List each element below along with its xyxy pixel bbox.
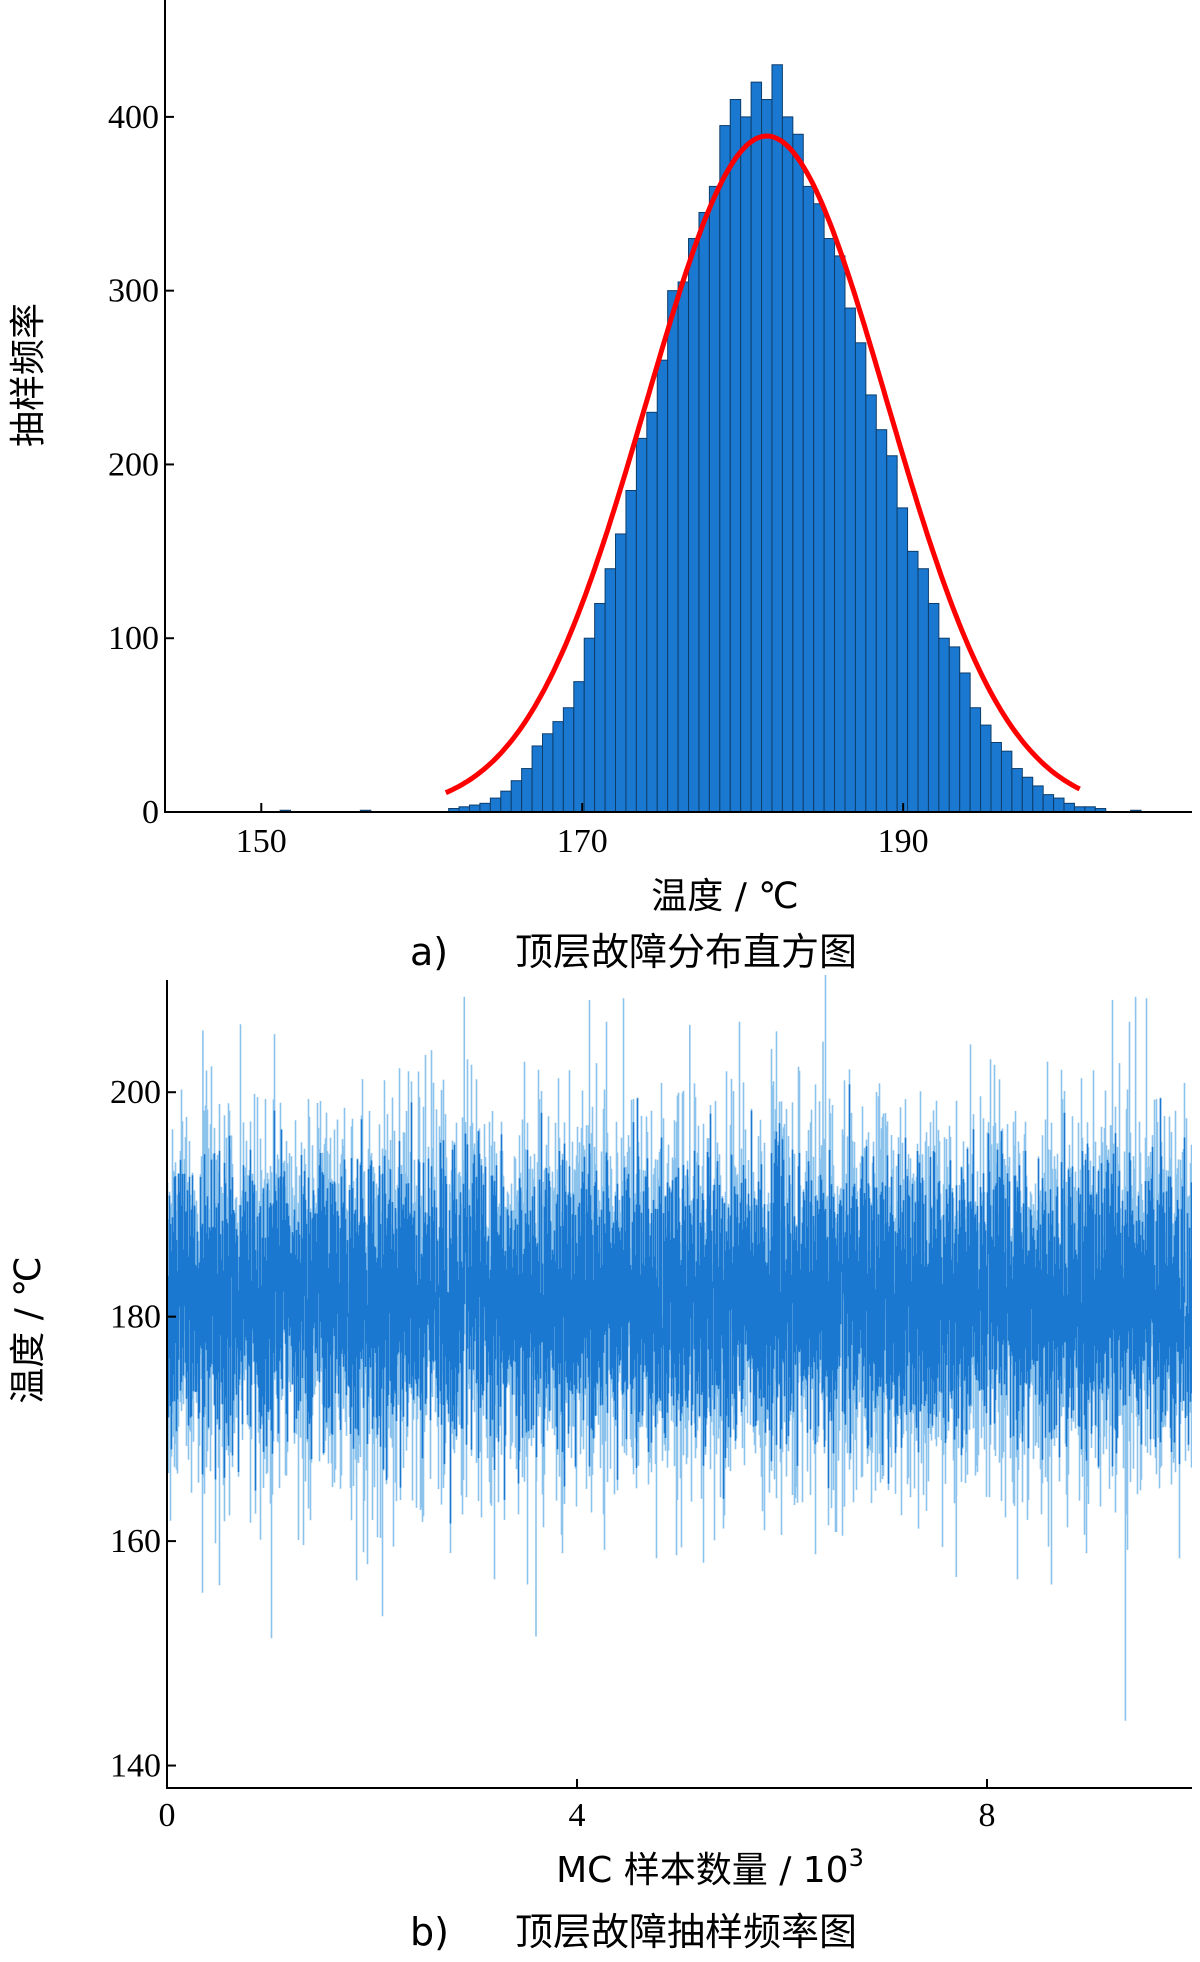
histogram-bar [521,768,533,813]
panel-a-bars [279,64,1142,813]
panel-a-caption: 顶层故障分布直方图 [515,930,857,974]
histogram-bar [854,342,867,813]
histogram-bar [688,238,700,813]
histogram-bar [500,790,512,813]
histogram-bar [1053,797,1065,813]
histogram-bar [1021,776,1034,813]
panel-b-caption-prefix: b) [410,1910,449,1954]
panel-a-xticks: 150 170 190 [236,803,929,860]
panel-b: 140 160 180 200 0 4 8 温度 / ℃ MC 样本数量 / 103 b)… [8,975,1192,1954]
histogram-bar [646,411,658,813]
histogram-bar [573,681,585,813]
y-tick-label: 200 [108,446,159,483]
histogram-bar [729,99,742,813]
histogram-bar [802,185,815,813]
panel-a: 0 100 200 300 400 150 170 190 抽样频率 温度 / ℃ a) 顶… [8,0,1192,974]
histogram-bar [698,211,710,813]
histogram-bar [1000,750,1013,813]
histogram-bar [917,568,929,813]
panel-b-xlabel-main: MC 样本数量 / 10 [556,1850,848,1891]
x-tick-label: 8 [979,1797,996,1834]
x-tick-label: 4 [569,1797,586,1834]
panel-a-caption-prefix: a) [410,930,448,974]
histogram-bar [771,64,783,813]
histogram-bar [980,724,992,813]
histogram-bar [552,721,564,813]
histogram-bar [761,99,773,813]
histogram-bar [781,116,794,813]
panel-b-xlabel: MC 样本数量 / 103 [556,1844,864,1891]
histogram-bar [1042,794,1055,813]
y-tick-label: 160 [110,1523,161,1560]
histogram-bar [510,780,523,813]
histogram-bar [531,745,544,813]
x-tick-label: 0 [159,1797,176,1834]
panel-a-xlabel: 温度 / ℃ [651,876,798,917]
histogram-bar [813,203,825,813]
y-tick-label: 300 [108,273,159,310]
panel-b-yticks: 140 160 180 200 [110,1074,176,1785]
histogram-bar [604,568,617,813]
histogram-bar [615,533,627,813]
y-tick-label: 400 [108,99,159,136]
histogram-bar [708,185,721,813]
y-tick-label: 200 [110,1074,161,1111]
histogram-bar [886,455,898,813]
histogram-bar [792,133,804,813]
histogram-bar [990,741,1002,813]
histogram-bar [865,394,877,813]
histogram-bar [489,797,502,813]
histogram-bar [1032,785,1044,813]
histogram-bar [959,672,971,813]
histogram-bar [875,429,888,813]
y-tick-label: 180 [110,1299,161,1336]
panel-a-ylabel: 抽样频率 [8,303,49,447]
histogram-bar [927,602,940,813]
panel-a-yticks: 0 100 200 300 400 [108,99,174,831]
histogram-bar [823,238,836,813]
panel-b-ylabel: 温度 / ℃ [8,1256,49,1403]
histogram-bar [479,802,491,813]
histogram-bar [907,550,919,813]
panel-b-xticks: 0 4 8 [159,1779,996,1834]
histogram-bar [583,637,596,813]
histogram-bar [677,281,690,813]
histogram-bar [635,437,648,813]
histogram-bar [719,125,731,813]
histogram-bar [938,637,950,813]
histogram-bar [468,804,481,813]
histogram-bar [969,707,982,813]
y-tick-label: 140 [110,1748,161,1785]
histogram-bar [740,116,752,813]
histogram-bar [542,733,554,813]
y-tick-label: 100 [108,620,159,657]
histogram-bar [625,490,637,813]
panel-b-xlabel-exp: 3 [849,1844,864,1872]
x-tick-label: 190 [878,823,929,860]
panel-b-caption: 顶层故障抽样频率图 [515,1910,857,1954]
histogram-bar [948,646,961,813]
histogram-bar [750,81,763,813]
y-tick-label: 0 [142,794,159,831]
x-tick-label: 150 [236,823,287,860]
histogram-bar [1063,802,1075,813]
x-tick-label: 170 [557,823,608,860]
histogram-bar [667,290,679,813]
histogram-bar [896,507,909,813]
histogram-bar [834,255,846,813]
histogram-bar [562,707,575,813]
histogram-bar [844,307,856,813]
panel-a-fit-curve [444,133,1081,795]
histogram-bar [1011,768,1023,813]
histogram-bar [594,602,606,813]
histogram-bar [656,359,669,813]
